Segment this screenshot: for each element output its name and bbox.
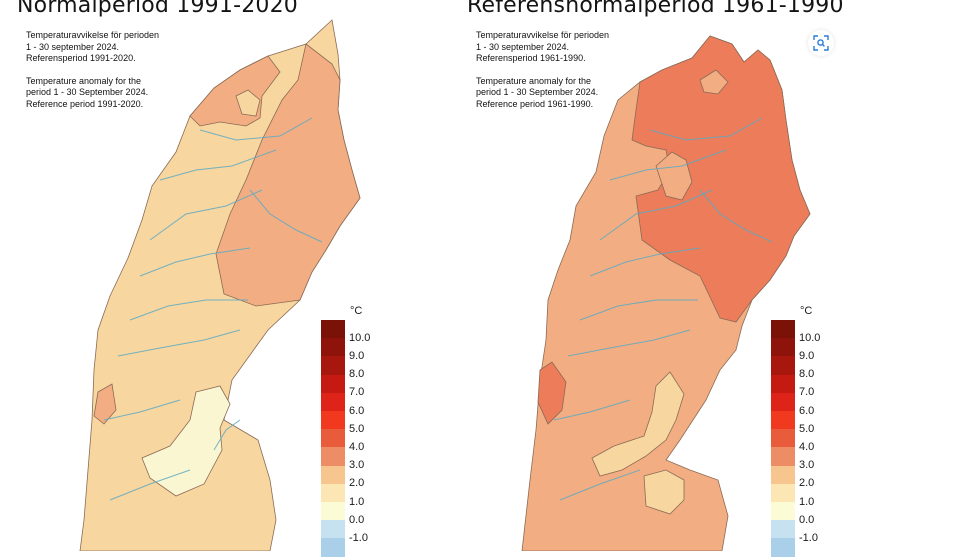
map-panel-1991-2020: Normalperiod 1991-2020 Temperaturavvikel… [0,0,470,557]
legend-swatch [771,411,795,430]
legend-swatch [771,429,795,448]
legend-tick: 2.0 [799,477,815,490]
legend-swatch [321,447,345,466]
legend-swatch [321,465,345,484]
caption-en-line-2: period 1 - 30 September 2024. [26,87,149,98]
legend-swatch [771,374,795,393]
legend-tick: 8.0 [799,368,815,381]
legend-tick: 8.0 [349,368,365,381]
sweden-anomaly-map [521,35,811,551]
legend-swatch [321,320,345,339]
legend-swatch [321,520,345,539]
caption-sv-line-1: Temperaturavvikelse för perioden [476,30,610,40]
anomaly-band-3-4 [631,35,811,323]
anomaly-band-1-2 [591,371,685,477]
legend-swatch [771,320,795,339]
legend-unit: °C [800,305,813,317]
legend-unit: °C [350,305,363,317]
color-legend: °C 10.0 9.0 8.0 7.0 6.0 5.0 4.0 3.0 2.0 1.0 0.0 -1.… [770,305,850,557]
legend-tick: 4.0 [799,440,815,453]
caption-en-line-3: Reference period 1991-2020. [26,98,144,109]
legend-swatch [771,538,795,557]
legend-swatch [321,429,345,448]
legend-swatch [771,392,795,411]
anomaly-island-north [235,89,261,117]
caption-en-line-2: period 1 - 30 September 2024. [476,87,599,98]
legend-swatch [321,502,345,521]
legend-tick: 3.0 [799,459,815,472]
legend-tick: 6.0 [349,404,365,417]
legend-swatch [321,356,345,375]
legend-tick: 1.0 [799,495,815,508]
map-heading: Normalperiod 1991-2020 [17,0,298,18]
map-caption: Temperaturavvikelse för perioden 1 - 30 … [476,30,609,111]
legend-swatch [771,447,795,466]
anomaly-band-2-3-west [93,383,117,425]
anomaly-band-2-3 [215,43,361,307]
legend-swatch [771,502,795,521]
color-legend: °C 10.0 9.0 8.0 7.0 6.0 5.0 4.0 3.0 2.0 1.0 0.0 -1.… [320,305,400,557]
legend-swatch [771,483,795,502]
legend-tick: 10.0 [799,331,821,344]
caption-en-line-3: Reference period 1961-1990. [476,98,594,109]
legend-swatch [771,465,795,484]
legend-swatch [321,411,345,430]
caption-sv-line-2: 1 - 30 september 2024. [476,41,570,52]
zoom-button[interactable] [808,30,834,56]
anomaly-band-3-4-west [537,361,567,425]
legend-swatch [321,374,345,393]
legend-swatch [321,338,345,357]
legend-tick: 3.0 [349,459,365,472]
map-caption: Temperaturavvikelse för perioden 1 - 30 … [26,30,159,111]
caption-sv-line-3: Referensperiod 1991-2020. [26,53,136,64]
legend-tick: 2.0 [349,477,365,490]
legend-swatch [321,392,345,411]
legend-tick: 5.0 [349,422,365,435]
anomaly-band-0-1 [141,385,231,497]
legend-tick: 9.0 [349,349,365,362]
legend-swatch [771,520,795,539]
map-panel-1961-1990: Referensnormalperiod 1961-1990 Temperatu… [467,0,940,557]
legend-swatch [321,483,345,502]
legend-tick: -1.0 [349,531,368,544]
legend-tick: 7.0 [349,386,365,399]
legend-tick: 10.0 [349,331,371,344]
legend-swatch [771,356,795,375]
legend-tick: 9.0 [799,349,815,362]
legend-swatch [321,538,345,557]
anomaly-intrusion-2-3 [655,151,693,201]
sweden-anomaly-map [79,19,361,551]
caption-en-line-1: Temperature anomaly for the [26,75,142,86]
legend-swatch [771,338,795,357]
caption-sv-line-2: 1 - 30 september 2024. [26,41,120,52]
legend-tick: -1.0 [799,531,818,544]
zoom-icon [813,35,829,51]
legend-tick: 1.0 [349,495,365,508]
map-heading: Referensnormalperiod 1961-1990 [467,0,844,18]
legend-tick: 6.0 [799,404,815,417]
caption-sv-line-3: Referensperiod 1961-1990. [476,53,586,64]
anomaly-island-north [699,69,729,95]
legend-tick: 7.0 [799,386,815,399]
caption-en-line-1: Temperature anomaly for the [476,75,592,86]
legend-tick: 5.0 [799,422,815,435]
caption-sv-line-1: Temperaturavvikelse för perioden [26,30,160,40]
legend-tick: 0.0 [799,513,815,526]
legend-tick: 4.0 [349,440,365,453]
legend-tick: 0.0 [349,513,365,526]
river-network [553,117,773,501]
river-network [103,117,323,501]
anomaly-band-1-2-south [643,469,685,515]
